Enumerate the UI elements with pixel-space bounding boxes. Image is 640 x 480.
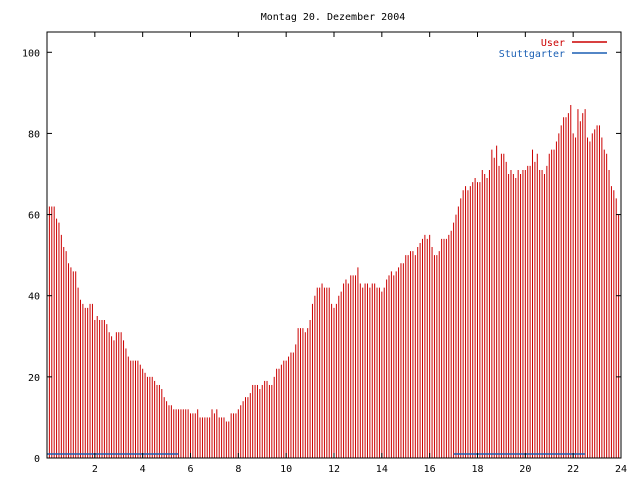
legend-stuttgarter-label: Stuttgarter: [499, 49, 565, 60]
x-tick-label-24: 24: [615, 464, 627, 475]
legend: User Stuttgarter: [499, 38, 607, 60]
x-tick-label-8: 8: [235, 464, 241, 475]
x-tick-label-2: 2: [92, 464, 98, 475]
y-tick-label-20: 20: [28, 373, 40, 384]
x-tick-label-10: 10: [280, 464, 292, 475]
x-tick-label-22: 22: [567, 464, 579, 475]
x-tick-label-18: 18: [471, 464, 483, 475]
y-tick-label-0: 0: [34, 454, 40, 465]
legend-user-label: User: [541, 38, 565, 49]
bars-layer: [46, 105, 622, 458]
x-tick-label-20: 20: [519, 464, 531, 475]
y-tick-label-80: 80: [28, 129, 40, 140]
x-tick-label-6: 6: [187, 464, 193, 475]
x-tick-label-12: 12: [328, 464, 340, 475]
y-tick-label-40: 40: [28, 292, 40, 303]
y-tick-label-60: 60: [28, 211, 40, 222]
y-axis: 0 20 40 60 80 100: [22, 48, 621, 465]
x-axis: 2 4 6 8 10 12 14 16 18 20 22 24: [92, 32, 627, 475]
chart-title: Montag 20. Dezember 2004: [261, 12, 406, 23]
y-tick-label-100: 100: [22, 48, 40, 59]
x-tick-label-4: 4: [140, 464, 146, 475]
x-tick-label-16: 16: [424, 464, 436, 475]
x-tick-label-14: 14: [376, 464, 388, 475]
